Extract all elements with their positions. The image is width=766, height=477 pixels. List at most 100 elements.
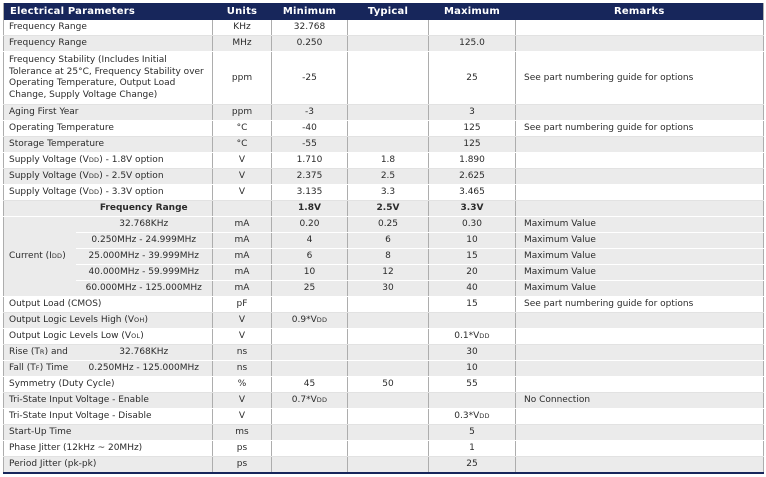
cell-parameter-left	[3, 200, 76, 217]
cell-parameter: Supply Voltage (VDD) - 3.3V option	[3, 184, 213, 201]
cell-parameter-left: Fall (TF) Time	[3, 360, 76, 377]
cell-units: ps	[212, 456, 272, 474]
cell-minimum: 45	[271, 376, 348, 393]
cell-maximum: 25	[428, 51, 516, 105]
cell-typical: 2.5	[347, 168, 429, 185]
cell-parameter: Output Logic Levels High (VOH)	[3, 312, 213, 329]
table-row: 0.250MHz - 24.999MHz mA 4 6 10 Maximum Value	[4, 232, 764, 249]
cell-units: mA	[212, 232, 272, 249]
cell-maximum: 20	[428, 264, 516, 281]
cell-minimum	[271, 344, 348, 361]
cell-parameter-left: Rise (TR) and	[3, 344, 76, 361]
cell-maximum: 15	[428, 296, 516, 313]
table-row: Tri-State Input Voltage - Disable V 0.3*VD…	[3, 408, 764, 425]
cell-remarks	[515, 328, 764, 345]
cell-remarks	[515, 440, 764, 457]
cell-minimum: 0.7*VDD	[271, 392, 348, 409]
cell-typical	[347, 20, 429, 36]
cell-remarks: See part numbering guide for options	[515, 296, 764, 313]
cell-units: %	[212, 376, 272, 393]
cell-maximum: 0.1*VDD	[428, 328, 516, 345]
cell-remarks	[515, 136, 764, 153]
cell-minimum: 32.768	[271, 20, 348, 36]
cell-typical	[347, 104, 429, 121]
cell-minimum	[271, 296, 348, 313]
table-row: Operating Temperature °C -40 125 See part nu…	[3, 120, 764, 137]
cell-maximum: 3	[428, 104, 516, 121]
cell-maximum: 10	[428, 360, 516, 377]
cell-typical: 1.8	[347, 152, 429, 169]
cell-parameter: Phase Jitter (12kHz ~ 20MHz)	[3, 440, 213, 457]
cell-remarks	[515, 200, 764, 217]
cell-minimum: 10	[271, 264, 348, 281]
cell-typical	[347, 392, 429, 409]
table-row: Storage Temperature °C -55 125	[3, 136, 764, 153]
table-row: Rise (TR) and 32.768KHz ns 30	[3, 344, 764, 361]
cell-typical	[347, 296, 429, 313]
cell-units: V	[212, 392, 272, 409]
cell-parameter-sub: 40.000MHz - 59.999MHz	[75, 264, 213, 281]
cell-typical	[347, 344, 429, 361]
cell-parameter-sub: 25.000MHz - 39.999MHz	[75, 248, 213, 265]
cell-units: mA	[212, 264, 272, 281]
cell-parameter: Tri-State Input Voltage - Disable	[3, 408, 213, 425]
cell-units: KHz	[212, 20, 272, 36]
table-row: Phase Jitter (12kHz ~ 20MHz) ps 1	[3, 440, 764, 457]
cell-maximum: 1.890	[428, 152, 516, 169]
cell-units: ns	[212, 344, 272, 361]
table-row: 60.000MHz - 125.000MHz mA 25 30 40 Maximum Va…	[4, 280, 764, 297]
cell-group-label: Current (IDD)	[3, 216, 76, 297]
cell-maximum: 125	[428, 120, 516, 137]
cell-remarks: Maximum Value	[515, 248, 764, 265]
table-row: Symmetry (Duty Cycle)% 45 50 55	[3, 376, 764, 393]
cell-units: ppm	[212, 51, 272, 105]
cell-parameter-sub: 32.768KHz	[75, 344, 213, 361]
column-header-minimum: Minimum	[271, 3, 348, 20]
cell-units: V	[212, 328, 272, 345]
cell-maximum: 55	[428, 376, 516, 393]
cell-parameter-sub: 0.250MHz - 125.000MHz	[75, 360, 213, 377]
column-header-electrical-parameters: Electrical Parameters	[3, 3, 213, 20]
cell-remarks: Maximum Value	[515, 232, 764, 249]
cell-units: ppm	[212, 104, 272, 121]
cell-typical	[347, 51, 429, 105]
cell-maximum	[428, 312, 516, 329]
cell-typical	[347, 136, 429, 153]
table-row: Period Jitter (pk-pk) ps 25	[3, 456, 764, 474]
cell-remarks	[515, 376, 764, 393]
table-row: Supply Voltage (VDD) - 1.8V option V 1.710…	[3, 152, 764, 169]
cell-remarks	[515, 360, 764, 377]
cell-units: °C	[212, 120, 272, 137]
table-row: Supply Voltage (VDD) - 3.3V option V 3.135…	[3, 184, 764, 201]
cell-units: V	[212, 312, 272, 329]
cell-remarks: See part numbering guide for options	[515, 120, 764, 137]
table-row: Output Logic Levels High (VOH) V 0.9*VDD	[3, 312, 764, 329]
cell-parameter-sub: 0.250MHz - 24.999MHz	[75, 232, 213, 249]
cell-typical	[347, 440, 429, 457]
cell-maximum: 15	[428, 248, 516, 265]
cell-minimum: 0.20	[271, 216, 348, 233]
cell-parameter: Frequency Range	[3, 20, 213, 36]
cell-maximum: 5	[428, 424, 516, 441]
cell-parameter: Supply Voltage (VDD) - 2.5V option	[3, 168, 213, 185]
cell-minimum: 6	[271, 248, 348, 265]
table-row: Frequency Range MHz 0.250 125.0	[3, 35, 764, 52]
table-body: Frequency Range KHz 32.768 Frequency Range M…	[3, 20, 764, 474]
cell-parameter: Frequency Stability (Includes Initial To…	[3, 51, 213, 105]
cell-remarks: Maximum Value	[515, 264, 764, 281]
cell-remarks	[515, 424, 764, 441]
cell-remarks	[515, 312, 764, 329]
cell-units: V	[212, 152, 272, 169]
cell-maximum: 3.465	[428, 184, 516, 201]
cell-remarks	[515, 152, 764, 169]
table-row: Output Logic Levels Low (VOL) V 0.1*VDD	[3, 328, 764, 345]
cell-typical	[347, 408, 429, 425]
column-header-typical: Typical	[347, 3, 429, 20]
cell-parameter: Aging First Year	[3, 104, 213, 121]
cell-remarks	[515, 456, 764, 474]
cell-parameter: Output Logic Levels Low (VOL)	[3, 328, 213, 345]
cell-remarks	[515, 104, 764, 121]
cell-parameter: Storage Temperature	[3, 136, 213, 153]
cell-typical: 12	[347, 264, 429, 281]
cell-units: mA	[212, 280, 272, 297]
